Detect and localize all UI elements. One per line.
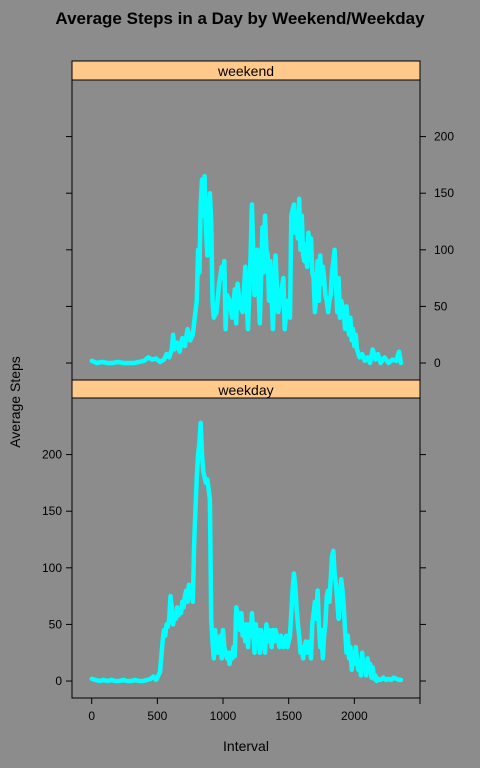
x-tick-label: 1000: [210, 709, 237, 723]
x-tick-label: 0: [88, 709, 95, 723]
series-line-weekday: [89, 420, 404, 684]
panel-strip-label: weekend: [217, 63, 274, 79]
panel-weekend: weekend 0 50 100 150 200: [66, 60, 454, 381]
x-axis-label: Interval: [223, 738, 269, 754]
x-tick-label: 500: [147, 709, 167, 723]
y-tick-label: 200: [434, 130, 454, 144]
panel-strip-label: weekday: [217, 382, 273, 398]
chart-title: Average Steps in a Day by Weekend/Weekda…: [55, 9, 425, 28]
y-tick-label: 0: [55, 674, 62, 688]
y-tick-label: 100: [434, 243, 454, 257]
y-tick-label: 150: [42, 504, 62, 518]
y-tick-label: 200: [42, 448, 62, 462]
x-tick-label: 1500: [275, 709, 302, 723]
x-tick-label: 2000: [341, 709, 368, 723]
panel-frame: [71, 397, 421, 699]
series-line-weekend: [89, 173, 404, 366]
panel-frame: [71, 79, 421, 381]
y-tick-label: 50: [49, 617, 63, 631]
y-tick-label: 100: [42, 561, 62, 575]
y-tick-label: 0: [434, 356, 441, 370]
y-tick-label: 150: [434, 186, 454, 200]
y-tick-label: 50: [434, 299, 448, 313]
y-axis-label: Average Steps: [7, 356, 23, 448]
